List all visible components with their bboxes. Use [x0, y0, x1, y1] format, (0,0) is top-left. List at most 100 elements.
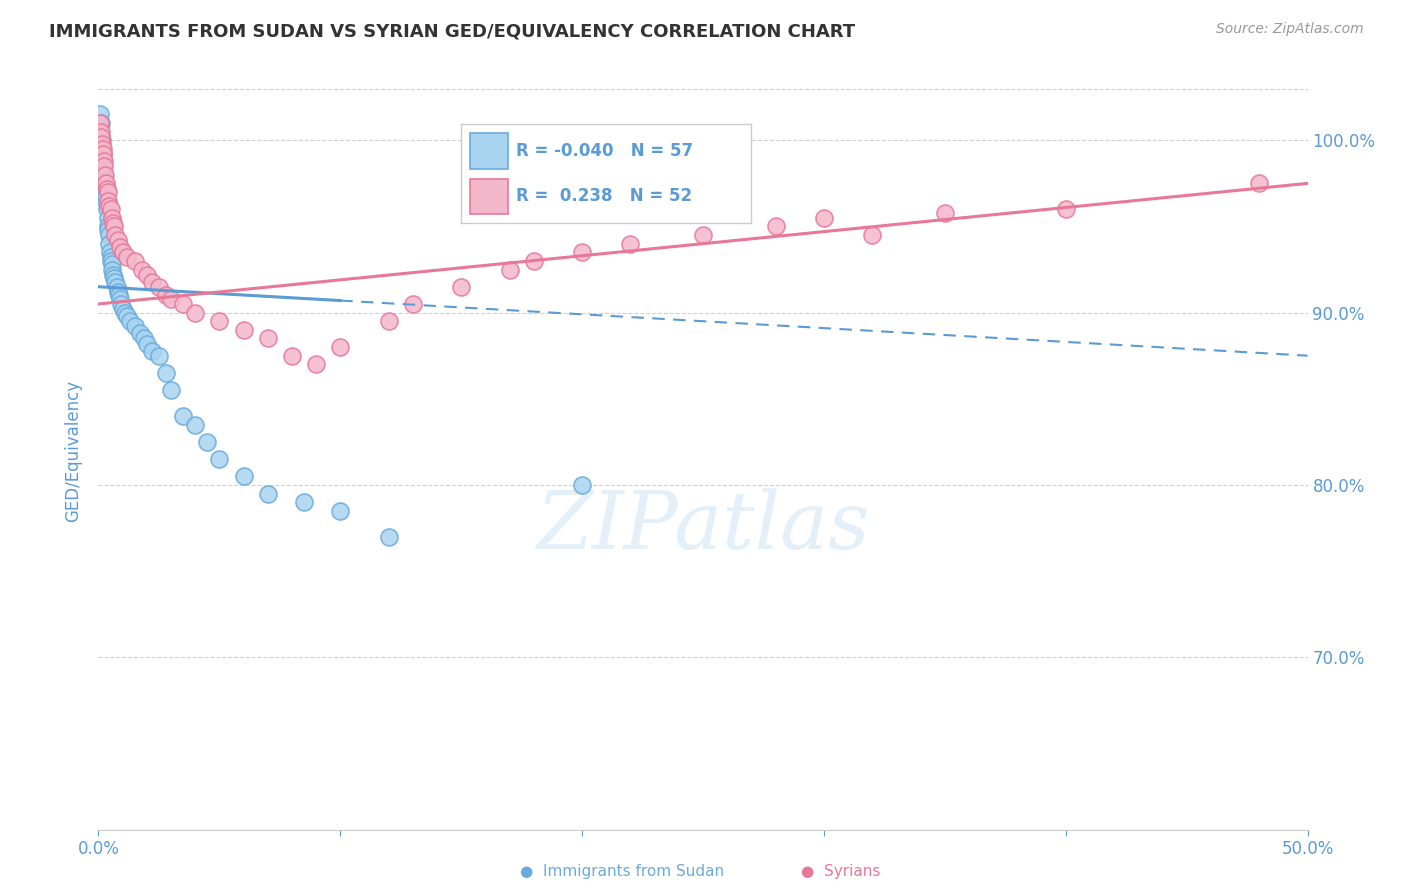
- Point: [571, 478, 593, 492]
- Point: [934, 205, 956, 219]
- Point: [107, 233, 129, 247]
- Point: [93, 153, 115, 168]
- Y-axis label: GED/Equivalency: GED/Equivalency: [65, 379, 83, 522]
- Point: [90, 136, 112, 151]
- Point: [450, 279, 472, 293]
- Point: [208, 314, 231, 328]
- Text: ●  Syrians: ● Syrians: [801, 863, 880, 879]
- Point: [523, 253, 546, 268]
- Point: [89, 116, 111, 130]
- Point: [94, 168, 117, 182]
- Point: [89, 120, 111, 134]
- Point: [104, 275, 127, 289]
- Point: [91, 142, 114, 156]
- Point: [124, 253, 146, 268]
- Point: [89, 125, 111, 139]
- Point: [108, 288, 131, 302]
- Point: [97, 219, 120, 234]
- Point: [292, 495, 315, 509]
- Point: [90, 116, 112, 130]
- Point: [93, 159, 115, 173]
- Point: [195, 434, 218, 449]
- Point: [108, 240, 131, 254]
- Point: [100, 202, 122, 217]
- Point: [93, 177, 115, 191]
- Point: [184, 417, 207, 432]
- Point: [100, 251, 122, 265]
- Point: [91, 159, 114, 173]
- Point: [94, 194, 117, 208]
- Point: [155, 366, 177, 380]
- Point: [94, 177, 117, 191]
- Point: [97, 223, 120, 237]
- Point: [96, 202, 118, 217]
- Point: [91, 136, 114, 151]
- Text: IMMIGRANTS FROM SUDAN VS SYRIAN GED/EQUIVALENCY CORRELATION CHART: IMMIGRANTS FROM SUDAN VS SYRIAN GED/EQUI…: [49, 22, 855, 40]
- Point: [172, 409, 194, 423]
- Point: [124, 319, 146, 334]
- Point: [134, 331, 156, 345]
- Point: [97, 228, 120, 243]
- Point: [256, 486, 278, 500]
- Text: ●  Immigrants from Sudan: ● Immigrants from Sudan: [520, 863, 724, 879]
- Point: [91, 133, 114, 147]
- Point: [110, 297, 132, 311]
- Point: [1054, 202, 1077, 217]
- Point: [128, 326, 150, 341]
- Point: [305, 357, 328, 371]
- Point: [104, 228, 127, 243]
- Point: [91, 153, 114, 168]
- Point: [148, 349, 170, 363]
- Point: [96, 181, 118, 195]
- Point: [141, 275, 163, 289]
- Point: [103, 219, 125, 234]
- Point: [329, 340, 352, 354]
- Point: [107, 285, 129, 299]
- Point: [91, 147, 114, 161]
- Point: [101, 216, 124, 230]
- Point: [118, 314, 141, 328]
- Point: [619, 236, 641, 251]
- Point: [103, 271, 125, 285]
- Point: [91, 147, 114, 161]
- Point: [329, 504, 352, 518]
- Point: [117, 309, 139, 323]
- Point: [860, 228, 883, 243]
- Point: [148, 279, 170, 293]
- Point: [135, 268, 157, 282]
- Point: [108, 292, 131, 306]
- Point: [94, 188, 117, 202]
- Point: [100, 211, 122, 225]
- Point: [94, 185, 117, 199]
- Point: [498, 262, 520, 277]
- Point: [117, 251, 139, 265]
- Point: [172, 297, 194, 311]
- Point: [208, 452, 231, 467]
- Point: [184, 305, 207, 319]
- Point: [98, 236, 121, 251]
- Point: [377, 530, 399, 544]
- Point: [101, 262, 124, 277]
- Point: [111, 302, 134, 317]
- Point: [89, 107, 111, 121]
- Point: [232, 323, 254, 337]
- Point: [93, 168, 115, 182]
- Point: [91, 142, 114, 156]
- Point: [402, 297, 425, 311]
- Point: [377, 314, 399, 328]
- Point: [97, 211, 120, 225]
- Point: [1249, 177, 1271, 191]
- Point: [571, 245, 593, 260]
- Point: [160, 292, 183, 306]
- Point: [155, 288, 177, 302]
- Point: [98, 199, 121, 213]
- Point: [97, 185, 120, 199]
- Point: [101, 268, 124, 282]
- Point: [256, 331, 278, 345]
- Point: [131, 262, 153, 277]
- Point: [765, 219, 787, 234]
- Point: [97, 194, 120, 208]
- Point: [114, 305, 136, 319]
- Text: ZIPatlas: ZIPatlas: [536, 488, 870, 565]
- Point: [135, 336, 157, 351]
